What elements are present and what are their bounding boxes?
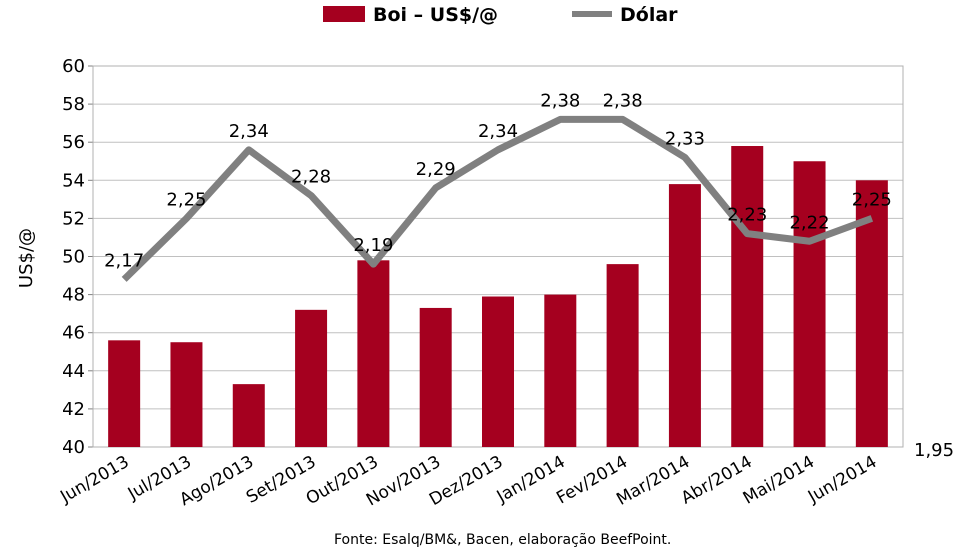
data-label: 2,22 (789, 212, 829, 233)
x-tick-labels: Jun/2013Jul/2013Ago/2013Set/2013Out/2013… (56, 452, 880, 510)
x-tick-label: Mai/2014 (740, 452, 818, 509)
bar (108, 340, 141, 447)
data-label: 2,23 (727, 205, 767, 226)
y-tick-label: 52 (62, 208, 85, 229)
x-tick-label: Jun/2014 (804, 452, 880, 508)
y-tick-label: 58 (62, 94, 85, 115)
y-tick-label: 54 (62, 170, 85, 191)
bar (419, 307, 452, 447)
y-tick-label: 46 (62, 323, 85, 344)
y-tick-label: 40 (62, 437, 85, 458)
legend-swatch-boi (323, 6, 365, 22)
dolar-line-path (121, 115, 874, 282)
data-label: 2,38 (540, 90, 580, 111)
y-axis-title: US$/@ (16, 228, 37, 288)
data-label: 2,25 (852, 189, 892, 210)
bar (544, 294, 577, 447)
bar (606, 264, 639, 447)
bar (357, 260, 390, 447)
data-label: 2,17 (104, 250, 144, 271)
y2-tick-label: 1,95 (914, 440, 954, 461)
legend-label-dolar: Dólar (620, 4, 678, 26)
x-tick-label: Jun/2013 (56, 452, 132, 508)
bar (668, 184, 701, 448)
data-label: 2,34 (229, 121, 269, 142)
legend-swatch-dolar (572, 11, 612, 17)
bar (793, 161, 826, 447)
bar (731, 146, 764, 447)
data-label: 2,19 (353, 235, 393, 256)
data-label: 2,29 (416, 159, 456, 180)
data-label: 2,28 (291, 167, 331, 188)
bar (170, 342, 203, 447)
y-tick-label: 48 (62, 285, 85, 306)
source-note: Fonte: Esalq/BM&, Bacen, elaboração Beef… (334, 532, 671, 548)
y-tick-label: 44 (62, 361, 85, 382)
data-label: 2,25 (166, 189, 206, 210)
dolar-line (121, 115, 874, 282)
data-label: 2,38 (603, 90, 643, 111)
data-label: 2,33 (665, 128, 705, 149)
legend-label-boi: Boi – US$/@ (373, 4, 498, 26)
bar (295, 309, 328, 447)
data-label: 2,34 (478, 121, 518, 142)
bar (232, 384, 265, 447)
y-tick-label: 56 (62, 132, 85, 153)
data-labels: 2,17 2,25 2,34 2,28 2,19 2,29 2,34 2,38 2,38 2,33… (104, 90, 892, 271)
legend: Boi – US$/@ Dólar (323, 4, 678, 26)
bars (108, 146, 888, 448)
y-tick-label: 60 (62, 56, 85, 77)
y-tick-label: 50 (62, 247, 85, 268)
y-tick-label: 42 (62, 399, 85, 420)
y-tick-labels: 40 42 44 46 48 50 52 54 56 58 60 (62, 56, 85, 458)
bar (482, 296, 514, 447)
